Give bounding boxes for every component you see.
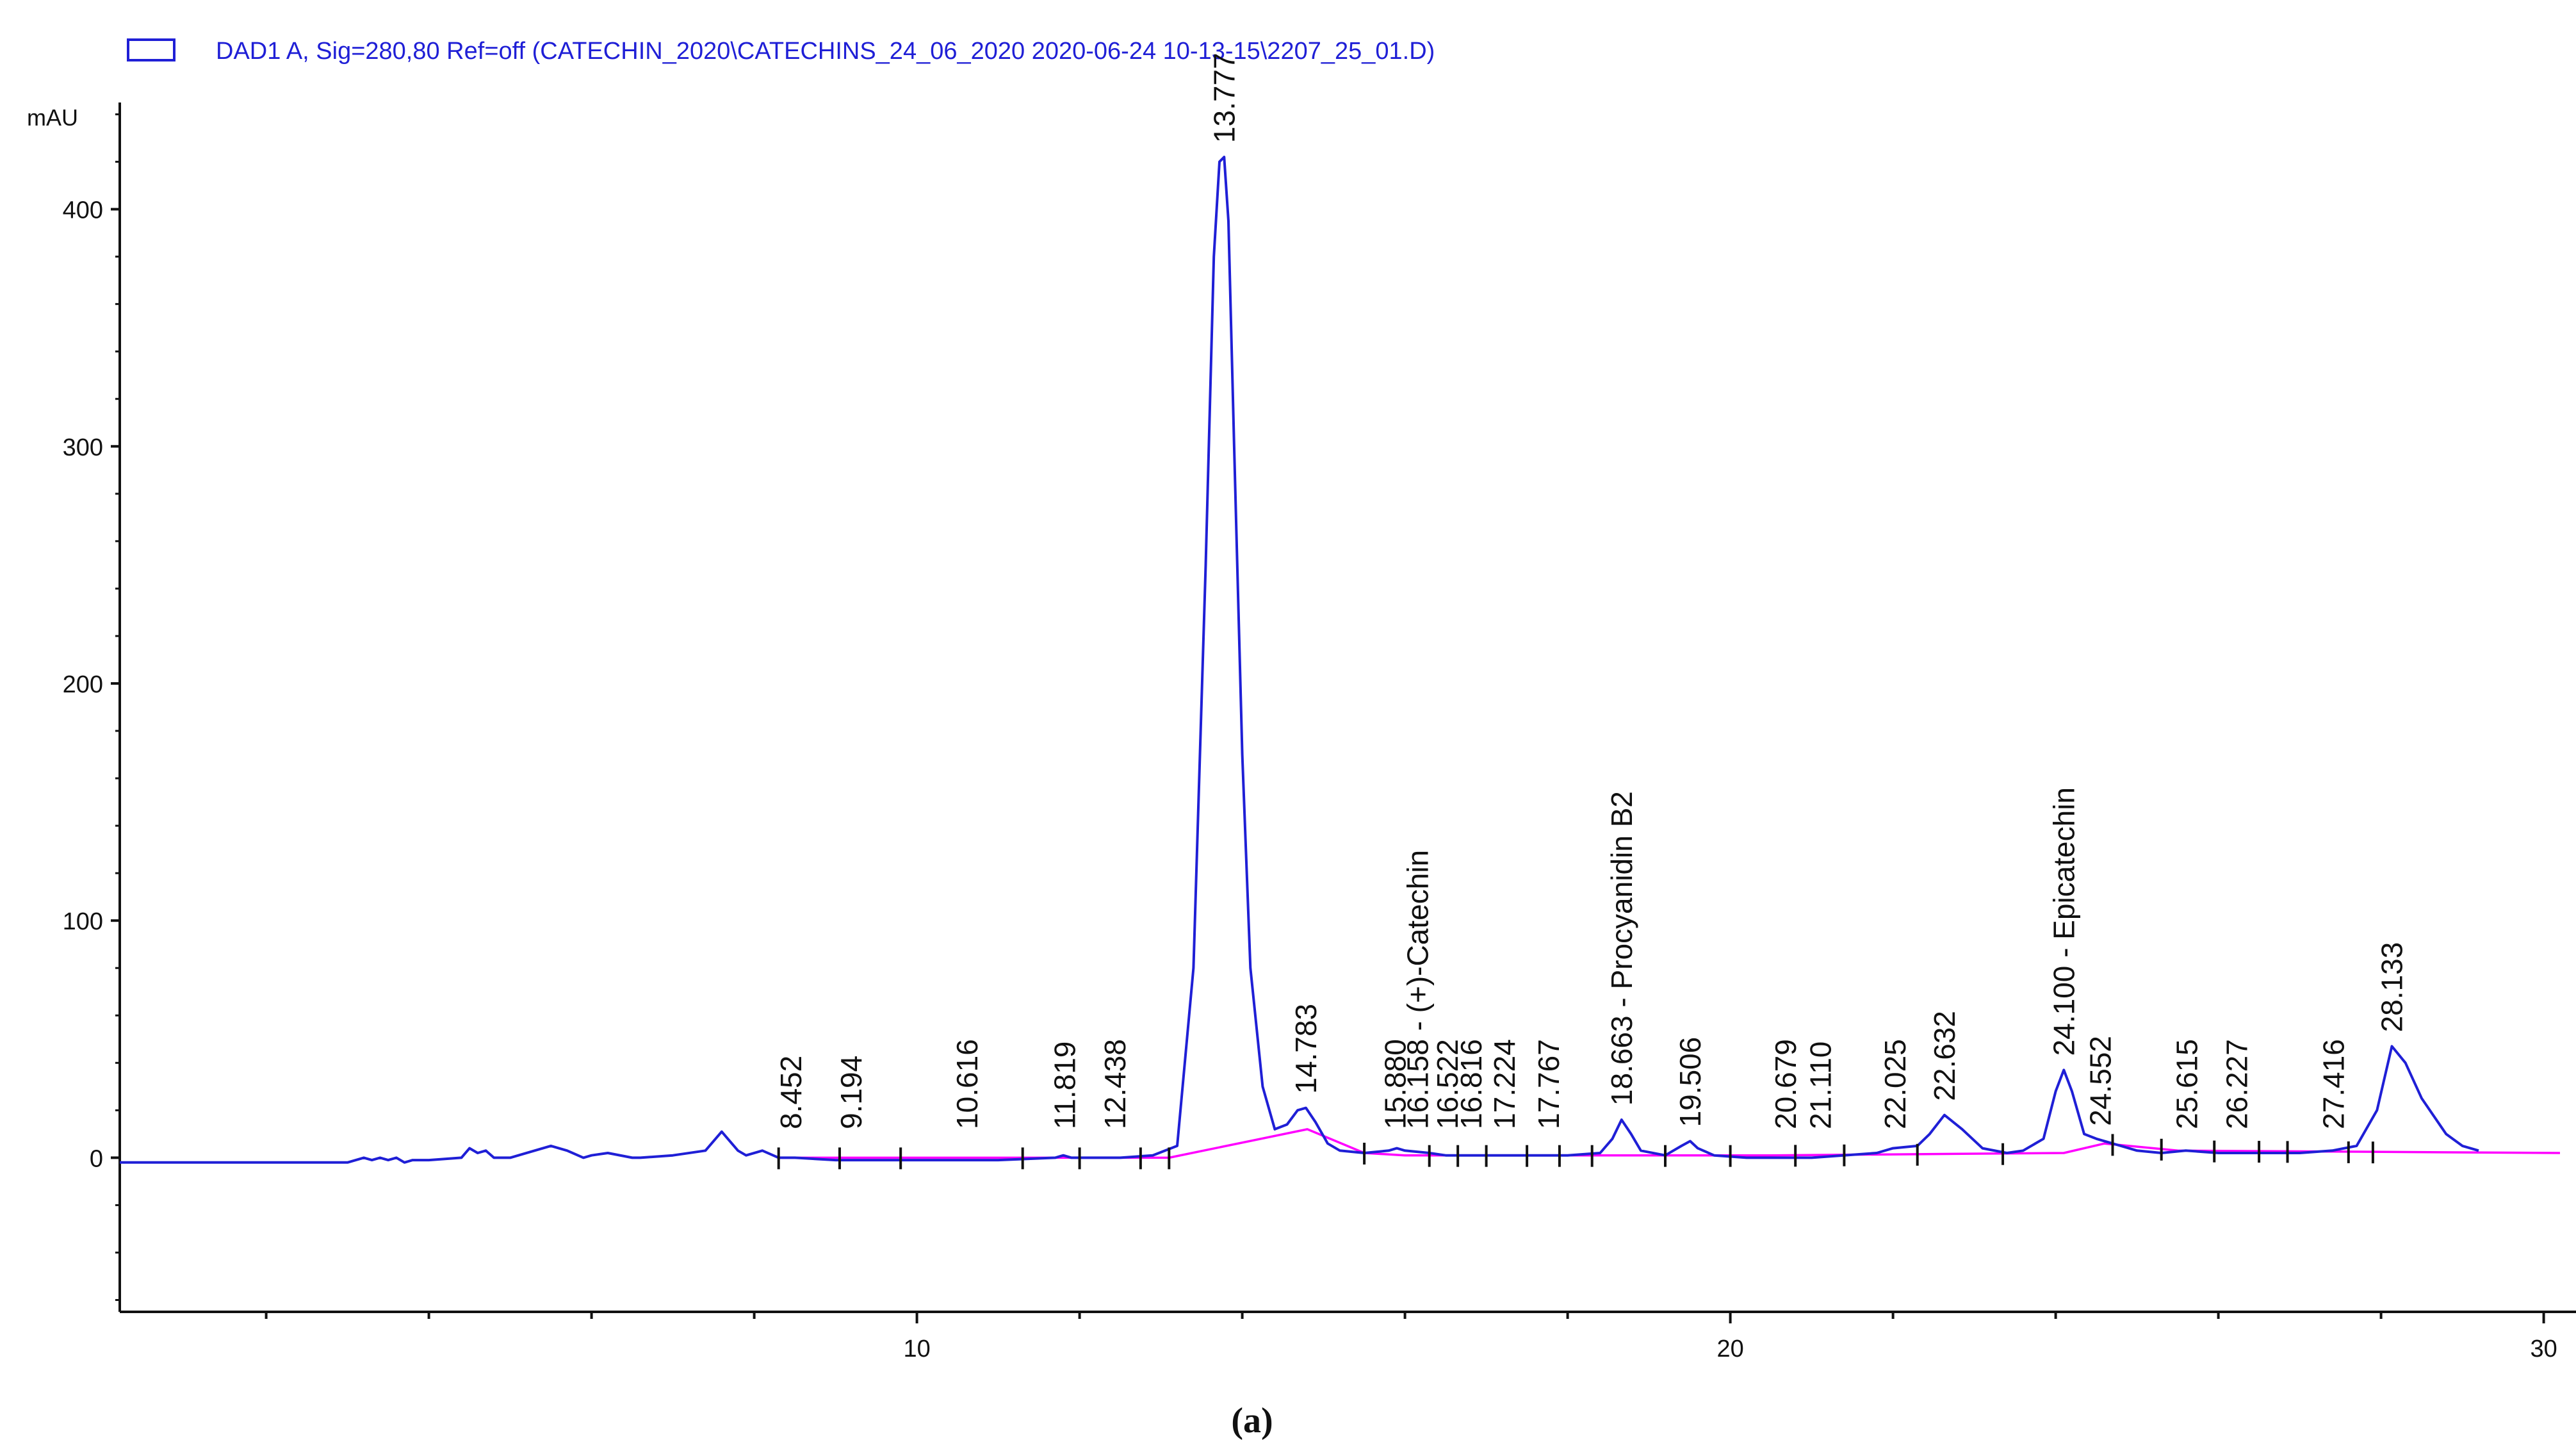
signal-layer bbox=[120, 156, 2479, 1164]
peak-label: 28.133 bbox=[2376, 942, 2409, 1033]
integration-marks bbox=[777, 1134, 2374, 1170]
peak-label: 18.663 - Procyanidin B2 bbox=[1605, 791, 1638, 1106]
peak-label: 16.522 bbox=[1431, 1039, 1464, 1129]
peak-label: 21.110 bbox=[1804, 1042, 1838, 1129]
peak-label: 11.819 bbox=[1048, 1042, 1082, 1129]
x-tick-label: 20 bbox=[1716, 1336, 1743, 1362]
x-tick-label: 30 bbox=[2530, 1336, 2557, 1362]
peak-label: 15.880 bbox=[1378, 1039, 1412, 1129]
peak-label: 26.227 bbox=[2220, 1039, 2253, 1129]
y-ticks: 0 100 200 300 400 bbox=[63, 113, 120, 1301]
peak-label: 12.438 bbox=[1098, 1039, 1132, 1129]
peak-label: 27.416 bbox=[2317, 1039, 2350, 1129]
peak-label: 17.767 bbox=[1532, 1039, 1565, 1129]
y-axis-label: mAU bbox=[27, 104, 78, 131]
legend: DAD1 A, Sig=280,80 Ref=off (CATECHIN_202… bbox=[127, 38, 1435, 65]
y-tick-label: 300 bbox=[63, 434, 103, 461]
y-tick-label: 100 bbox=[63, 908, 103, 935]
y-tick-label: 400 bbox=[63, 197, 103, 224]
peak-label: 8.452 bbox=[774, 1056, 808, 1129]
peak-label: 19.506 bbox=[1674, 1037, 1707, 1127]
peak-label: 24.100 - Epicatechin bbox=[2047, 787, 2080, 1056]
peak-label: 22.632 bbox=[1928, 1011, 1961, 1101]
peak-label: 10.616 bbox=[950, 1039, 984, 1129]
y-tick-label: 0 bbox=[90, 1145, 103, 1172]
peak-label: 22.025 bbox=[1879, 1039, 1912, 1129]
peak-label: 16.158 - (+)-Catechin bbox=[1401, 850, 1435, 1129]
peak-label: 16.816 bbox=[1455, 1039, 1488, 1129]
peak-label: 25.615 bbox=[2171, 1039, 2204, 1129]
peak-label: 14.783 bbox=[1289, 1004, 1323, 1094]
legend-swatch bbox=[127, 38, 175, 61]
peak-label: 17.224 bbox=[1488, 1039, 1521, 1129]
peak-label: 13.777 bbox=[1207, 53, 1241, 143]
x-tick-label: 10 bbox=[903, 1336, 930, 1362]
legend-label: DAD1 A, Sig=280,80 Ref=off (CATECHIN_202… bbox=[216, 38, 1435, 65]
peak-labels: 8.452 9.194 10.616 11.819 12.438 13.777 14.783… bbox=[774, 53, 2409, 1129]
x-ticks: 10 20 30 bbox=[265, 1312, 2557, 1362]
y-tick-label: 200 bbox=[63, 671, 103, 698]
figure-caption: (a) bbox=[1231, 1401, 1273, 1441]
signal-trace bbox=[120, 156, 2479, 1164]
axes bbox=[118, 102, 2576, 1313]
peak-label: 20.679 bbox=[1769, 1039, 1802, 1129]
peak-label: 9.194 bbox=[835, 1056, 868, 1129]
peak-label: 24.552 bbox=[2084, 1036, 2117, 1126]
